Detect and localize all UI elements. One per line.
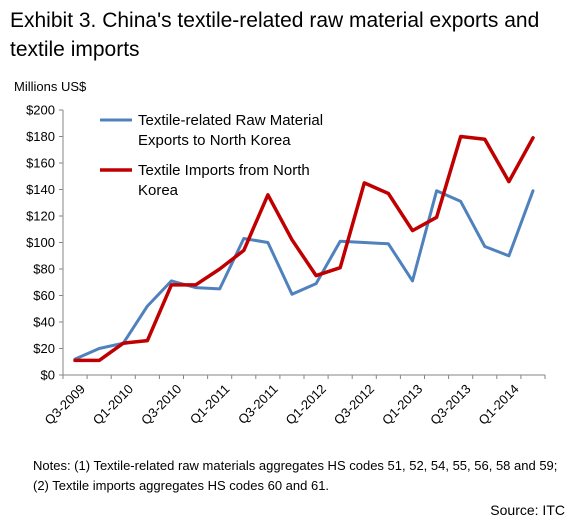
chart-axes — [62, 110, 545, 376]
y-tick-label: $100 — [26, 235, 55, 250]
legend: Textile-related Raw Material Exports to N… — [100, 112, 323, 199]
y-tick-label: $0 — [41, 368, 55, 383]
y-tick-label: $20 — [33, 341, 55, 356]
series-line-1 — [73, 189, 535, 361]
y-tick-label: $120 — [26, 209, 55, 224]
x-tick-label: Q3-2010 — [138, 381, 184, 427]
series-lines — [73, 134, 535, 363]
y-tick-label: $40 — [33, 315, 55, 330]
y-tick-label: $140 — [26, 182, 55, 197]
chart-title: Exhibit 3. China's textile-related raw m… — [10, 6, 570, 64]
chart-title-line-2: textile imports — [10, 38, 140, 61]
y-tick-label: $160 — [26, 156, 55, 171]
x-tick-label: Q3-2009 — [42, 381, 88, 427]
chart-notes: Notes: (1) Textile-related raw materials… — [33, 458, 558, 493]
x-tick-label: Q3-2012 — [331, 381, 377, 427]
x-tick-label: Q1-2010 — [90, 381, 136, 427]
x-tick-label: Q1-2014 — [475, 381, 521, 427]
y-tick-label: $60 — [33, 288, 55, 303]
legend-label: Exports to North Korea — [138, 132, 291, 149]
y-tick-label: $200 — [26, 103, 55, 118]
legend-label: Korea — [138, 182, 179, 199]
legend-label: Textile Imports from North — [138, 162, 310, 179]
y-tick-label: $80 — [33, 262, 55, 277]
y-axis-ticks: $0 $20 $40 $60 $80 $100 $120 $140 $160 $180 $200 — [26, 103, 63, 383]
chart-title-line-1: Exhibit 3. China's textile-related raw m… — [10, 9, 540, 32]
x-tick-label: Q3-2011 — [235, 381, 281, 427]
legend-label: Textile-related Raw Material — [138, 112, 323, 129]
x-axis-ticks: Q3-2009 Q1-2010 Q3-2010 Q1-2011 Q3-2011 Q1-20… — [42, 375, 546, 428]
series-line-2 — [73, 134, 535, 363]
x-tick-label: Q3-2013 — [427, 381, 473, 427]
y-tick-label: $180 — [26, 129, 55, 144]
x-tick-label: Q1-2012 — [283, 381, 329, 427]
x-tick-label: Q1-2011 — [187, 381, 233, 427]
y-axis-label: Millions US$ — [14, 79, 87, 94]
x-tick-label: Q1-2013 — [379, 381, 425, 427]
chart-source: Source: ITC — [490, 502, 565, 518]
